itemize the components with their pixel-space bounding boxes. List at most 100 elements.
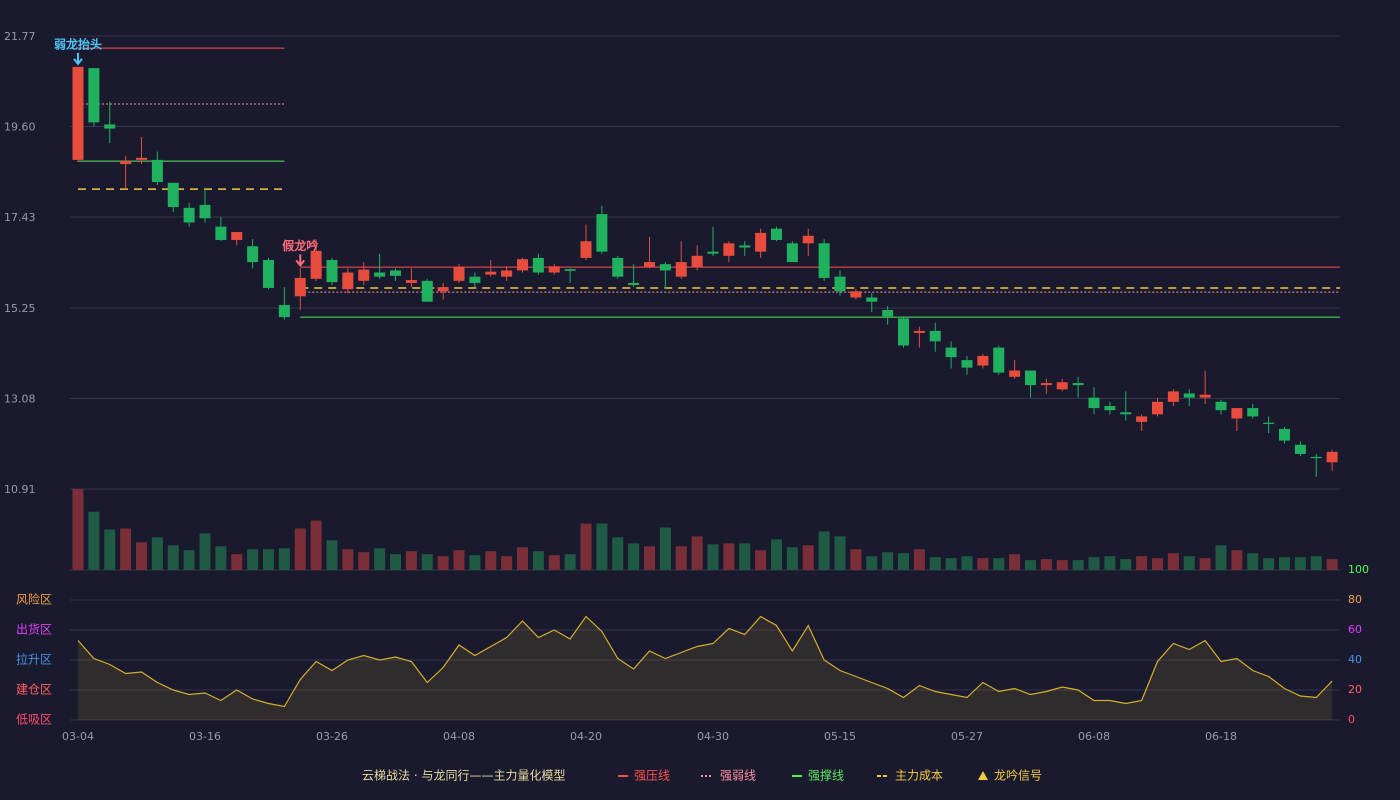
x-tick-label: 05-15 (824, 730, 856, 743)
candle-body (120, 161, 132, 165)
candle-body (1167, 391, 1179, 402)
y2-tick-label: 40 (1348, 653, 1362, 666)
y-tick-label: 19.60 (4, 121, 36, 134)
volume-bar (183, 550, 195, 570)
volume-bar (1215, 545, 1227, 570)
legend-label: 主力成本 (895, 769, 943, 783)
candle-body (136, 157, 147, 160)
volume-bar (532, 551, 544, 570)
volume-bar (644, 546, 655, 570)
volume-bar (993, 558, 1005, 570)
candle-body (1120, 412, 1132, 415)
volume-bar (310, 520, 322, 570)
candle-body (1215, 401, 1227, 411)
volume-bar (72, 489, 84, 570)
volume-bar (1040, 559, 1052, 570)
candle-body (548, 266, 560, 273)
candle-body (1231, 408, 1243, 419)
candle-body (1247, 408, 1259, 417)
volume-bar (485, 551, 497, 570)
volume-bar (501, 556, 513, 570)
candle-body (310, 250, 322, 279)
y2-tick-label: 0 (1348, 713, 1355, 726)
indicator-line (77, 615, 1333, 708)
zone-label: 出货区 (16, 622, 52, 637)
zone-label: 拉升区 (16, 652, 52, 667)
x-tick-label: 04-08 (443, 730, 475, 743)
volume-bar (961, 556, 973, 570)
candle-body (945, 347, 957, 358)
candle-body (913, 330, 925, 333)
volume-bar (723, 543, 735, 570)
volume-bar (294, 528, 306, 570)
candle-body (501, 270, 513, 277)
candle-body (1104, 405, 1116, 411)
volume-bar (691, 536, 703, 570)
volume-bar (1136, 556, 1148, 570)
candle-body (755, 232, 767, 252)
candle-body (199, 204, 211, 219)
x-tick-label: 03-04 (62, 730, 94, 743)
candle-body (850, 291, 862, 298)
candle-body (374, 272, 386, 277)
volume-bar (1104, 556, 1116, 570)
candle-body (405, 280, 417, 283)
x-tick-label: 03-26 (316, 730, 348, 743)
volume-bar (1167, 553, 1179, 570)
y2-tick-label: 60 (1348, 623, 1362, 636)
volume-bar (1279, 557, 1290, 570)
candle-body (628, 282, 640, 286)
candle-body (771, 228, 782, 240)
volume-bar (1263, 558, 1275, 570)
legend-label: 强压线 (634, 769, 670, 783)
volume-bar (755, 550, 767, 570)
volume-bar (215, 546, 227, 570)
volume-bar (977, 558, 989, 570)
volume-bar (453, 550, 465, 570)
candle-body (104, 124, 116, 129)
candle-body (247, 246, 259, 263)
candle-body (151, 159, 163, 182)
volume-bar (882, 552, 894, 570)
signal-label: 假龙吟 (282, 238, 318, 253)
volume-bar (326, 540, 338, 570)
volume-bar (1326, 559, 1338, 570)
candle-body (866, 297, 878, 302)
candle-body (231, 232, 243, 240)
volume-bar (1056, 560, 1068, 570)
candle-body (1279, 428, 1290, 441)
candle-body (675, 262, 687, 277)
candle-body (659, 264, 671, 271)
candle-body (564, 269, 576, 271)
volume-bar (834, 536, 846, 570)
signal-arrow (73, 52, 83, 66)
volume-bar (1072, 560, 1084, 570)
volume-bar (802, 545, 814, 570)
volume-bar (580, 523, 592, 570)
volume-bar (675, 546, 687, 570)
candle-body (1294, 444, 1306, 454)
volume-bar (231, 554, 243, 570)
candle-body (1088, 397, 1100, 409)
volume-bar (1183, 556, 1195, 570)
candle-body (1183, 393, 1195, 398)
candle-body (72, 66, 84, 160)
x-tick-label: 06-08 (1078, 730, 1110, 743)
volume-bar (628, 543, 640, 570)
y-tick-label: 13.08 (4, 392, 36, 405)
volume-bar (1152, 558, 1163, 570)
candle-body (1310, 456, 1322, 459)
candle-body (961, 360, 973, 368)
volume-bar (1247, 553, 1259, 570)
volume-bar (167, 545, 179, 570)
volume-bar (818, 531, 830, 570)
candle-body (167, 182, 179, 208)
candle-body (326, 259, 338, 283)
zone-label: 风险区 (16, 592, 52, 607)
candle-body (1136, 416, 1148, 422)
candle-body (517, 259, 528, 271)
volume-bar (278, 548, 290, 570)
volume-bar (1231, 550, 1243, 570)
candle-body (1025, 370, 1036, 386)
